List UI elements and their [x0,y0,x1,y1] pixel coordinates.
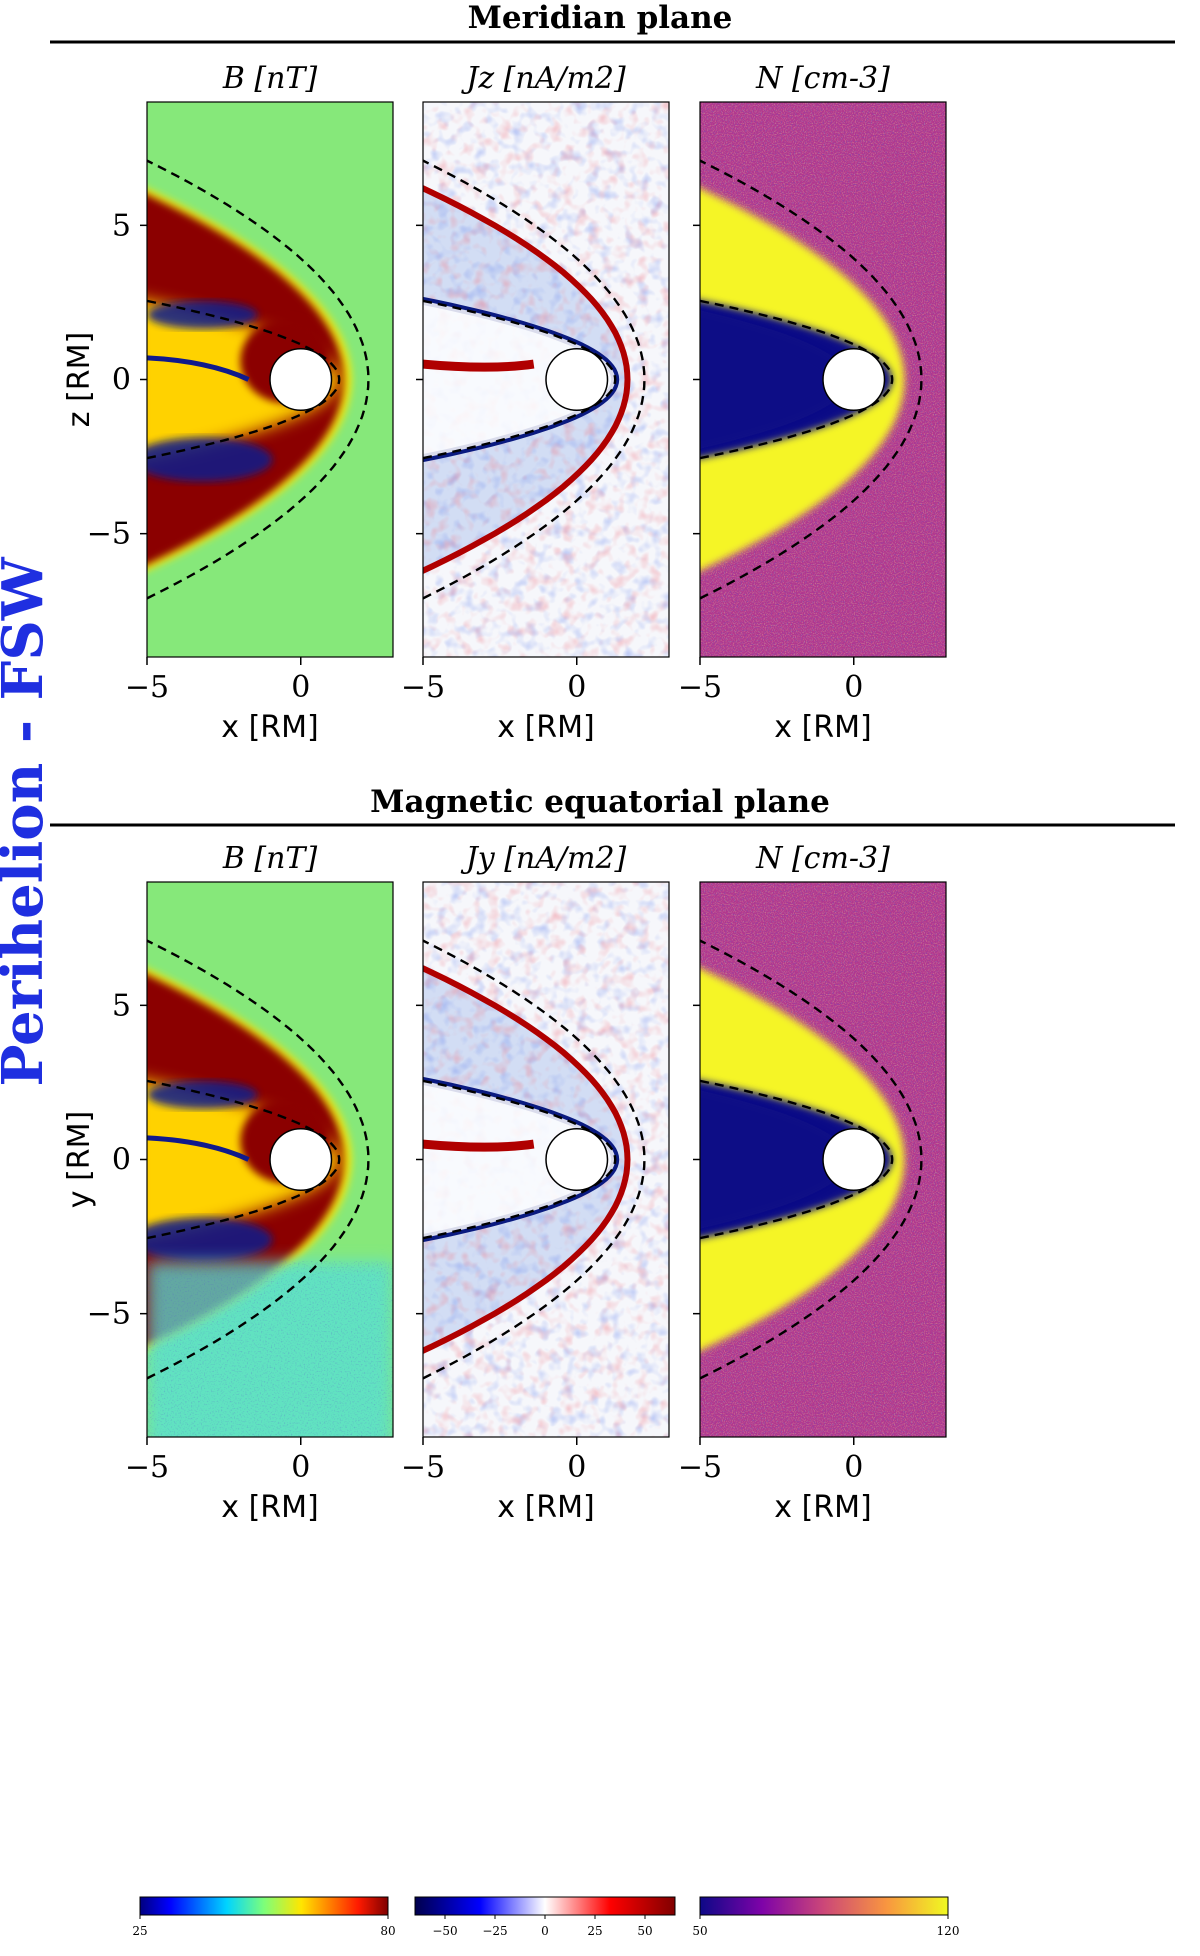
x-tick-label: 0 [291,1450,310,1485]
bow-shock-current [423,185,631,574]
colorbar-n: 50 120 [692,1896,960,1938]
panel-title: B [nT] [222,61,318,96]
y-tick-label: 0 [112,1143,131,1178]
x-axis-label: x [RM] [497,1490,594,1525]
x-axis-label: x [RM] [221,710,318,745]
colorbar-tick-label: 50 [637,1924,652,1938]
magnetopause-line [147,299,341,460]
x-tick-label: −5 [401,1450,445,1485]
magnetopause-line [147,1079,341,1240]
panel-body [423,102,669,657]
colorbar-tick-label: 25 [132,1924,147,1938]
panel-title: N [cm-3] [755,841,890,876]
section-0: Meridian plane B [nT] −5 0 x [RM] 5 0 −5 z [RM] J… [50,0,1175,745]
colorbar-gradient [139,1896,389,1916]
magnetopause-line [423,299,617,460]
panel-title: Jy [nA/m2] [460,841,627,876]
colorbar-tick-label: 25 [587,1924,602,1938]
panel-body [700,102,946,657]
planet [269,348,333,411]
planet [822,348,886,411]
magnetopause-line [700,1079,894,1240]
y-tick-label: −5 [87,1297,131,1332]
panel-j: Jy [nA/m2] −5 0 x [RM] [401,841,670,1525]
x-tick-label: 0 [567,670,586,705]
lobe-north [147,300,258,329]
colorbar-gradient [414,1896,676,1916]
x-tick-label: 0 [567,1450,586,1485]
side-title: Perihelion - FSW [0,556,56,1086]
x-tick-label: 0 [844,1450,863,1485]
panel-title: Jz [nA/m2] [460,61,626,96]
bow-shock-current [423,965,631,1354]
x-tick-label: 0 [291,670,310,705]
panel-title: N [cm-3] [755,61,890,96]
panel-title: B [nT] [222,841,318,876]
magnetosphere [423,1080,616,1239]
colorbar-tick-label: 80 [380,1924,395,1938]
bow-shock-line [423,939,646,1380]
x-axis-label: x [RM] [774,1490,871,1525]
current-sheet [147,355,250,382]
panel-body [700,882,946,1437]
y-tick-label: −5 [87,517,131,552]
bow-shock-line [700,939,923,1380]
lobe-north [147,1080,258,1109]
panel-body [147,102,393,657]
bow-shock-line [147,159,370,600]
planet [545,1128,609,1191]
panel-body [147,882,393,1437]
lobe-cavity [700,1090,850,1229]
panel-n: N [cm-3] −5 0 x [RM] [678,61,947,745]
planet [269,1128,333,1191]
colorbar-tick-label: −25 [482,1924,507,1938]
x-axis-label: x [RM] [497,710,594,745]
panel-b: B [nT] −5 0 x [RM] 5 0 −5 y [RM] [62,841,394,1525]
x-axis-label: x [RM] [774,710,871,745]
y-tick-label: 0 [112,363,131,398]
planet [545,348,609,411]
x-tick-label: −5 [125,670,169,705]
x-tick-label: −5 [678,1450,722,1485]
y-tick-label: 5 [112,208,131,243]
y-axis-label: z [RM] [62,332,97,427]
current-sheet [147,1135,250,1162]
lobe-south [147,437,273,482]
x-tick-label: −5 [401,670,445,705]
colorbar-tick-label: 0 [541,1924,549,1938]
section-1: Magnetic equatorial plane B [nT] −5 0 x [RM]… [50,784,1175,1525]
section-title: Meridian plane [468,0,733,36]
y-tick-label: 5 [112,988,131,1023]
panel-b: B [nT] −5 0 x [RM] 5 0 −5 z [RM] [62,61,394,745]
colorbar-j: −50 −25 0 25 50 [414,1896,676,1938]
panel-j: Jz [nA/m2] −5 0 x [RM] [401,61,670,745]
y-axis-label: y [RM] [62,1111,97,1208]
x-tick-label: −5 [678,670,722,705]
bow-shock-line [423,159,646,600]
wake-noise [147,1261,393,1437]
colorbar-gradient [699,1896,949,1916]
tail-current-sheet [423,1139,535,1152]
tail-current-sheet [423,359,535,372]
magnetosphere [423,300,616,459]
colorbar-b: 25 80 [132,1896,396,1938]
planet [822,1128,886,1191]
colorbar-tick-label: −50 [432,1924,457,1938]
lobe-south [147,1217,273,1262]
magnetopause-line [700,299,894,460]
x-tick-label: 0 [844,670,863,705]
panel-body [423,882,669,1437]
lobe-cavity [700,310,850,449]
panel-n: N [cm-3] −5 0 x [RM] [678,841,947,1525]
magnetopause-line [423,1079,617,1240]
x-axis-label: x [RM] [221,1490,318,1525]
colorbar-tick-label: 50 [692,1924,707,1938]
x-tick-label: −5 [125,1450,169,1485]
colorbar-tick-label: 120 [937,1924,960,1938]
bow-shock-line [147,939,370,1380]
section-title: Magnetic equatorial plane [370,784,830,820]
bow-shock-line [700,159,923,600]
